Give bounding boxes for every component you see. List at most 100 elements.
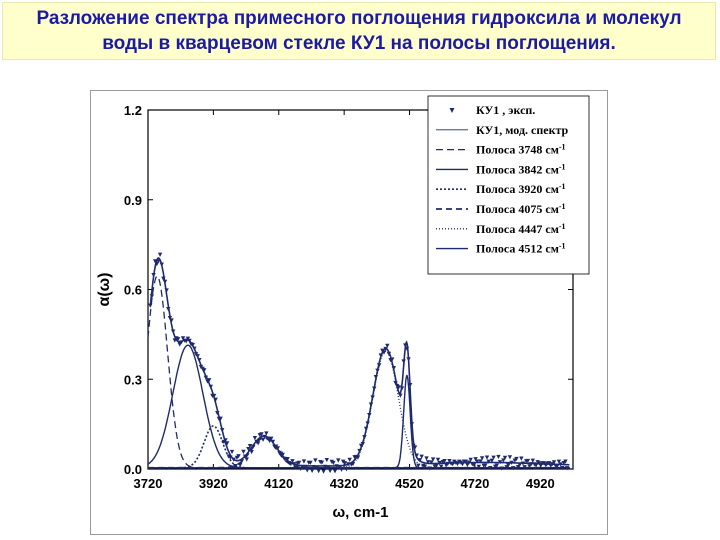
experimental-point bbox=[564, 466, 570, 471]
experimental-point bbox=[357, 448, 362, 454]
x-tick-label: 4120 bbox=[264, 476, 293, 491]
experimental-point bbox=[313, 458, 318, 463]
experimental-point bbox=[166, 306, 171, 312]
experimental-point bbox=[365, 421, 370, 426]
experimental-point bbox=[223, 438, 228, 443]
experimental-point bbox=[269, 436, 274, 441]
band-curve-4512 bbox=[148, 374, 570, 469]
experimental-point bbox=[367, 412, 372, 418]
experimental-point bbox=[246, 446, 251, 452]
experimental-point bbox=[264, 431, 269, 436]
experimental-point bbox=[305, 468, 310, 473]
experimental-point bbox=[497, 460, 503, 465]
experimental-point bbox=[502, 455, 508, 461]
experimental-point bbox=[396, 385, 401, 390]
experimental-point bbox=[211, 393, 217, 399]
experimental-point bbox=[465, 462, 470, 468]
experimental-point bbox=[479, 456, 485, 461]
legend-label: КУ1, мод. спектр bbox=[476, 123, 569, 137]
experimental-point bbox=[159, 262, 164, 267]
experimental-point bbox=[489, 458, 495, 463]
experimental-point bbox=[427, 466, 433, 471]
experimental-point bbox=[409, 422, 415, 427]
experimental-point bbox=[556, 459, 562, 464]
y-tick-label: 0.0 bbox=[124, 462, 142, 477]
experimental-point bbox=[169, 318, 174, 323]
experimental-point bbox=[391, 366, 397, 371]
experimental-point bbox=[239, 459, 245, 464]
y-tick-label: 0.6 bbox=[124, 283, 142, 298]
experimental-point bbox=[375, 368, 380, 373]
band-curve-3748 bbox=[147, 275, 570, 469]
experimental-point bbox=[308, 460, 313, 465]
experimental-point bbox=[275, 446, 280, 451]
experimental-point bbox=[184, 339, 189, 344]
experimental-point bbox=[475, 459, 480, 464]
experimental-point bbox=[376, 363, 382, 368]
experimental-point bbox=[156, 259, 161, 264]
experimental-point bbox=[319, 460, 325, 465]
experimental-point bbox=[262, 434, 267, 439]
legend-label: Полоса 3842 см-1 bbox=[476, 162, 566, 177]
experimental-point bbox=[363, 426, 369, 431]
y-tick-label: 0.9 bbox=[124, 193, 142, 208]
experimental-point bbox=[202, 368, 207, 373]
experimental-point bbox=[195, 354, 200, 359]
legend-superscript: -1 bbox=[559, 221, 566, 230]
experimental-point bbox=[499, 466, 504, 471]
experimental-point bbox=[429, 460, 434, 465]
experimental-point bbox=[288, 461, 294, 467]
experimental-point bbox=[486, 459, 491, 464]
experimental-point bbox=[149, 294, 155, 299]
experimental-point bbox=[509, 460, 514, 465]
experimental-point bbox=[197, 358, 202, 363]
experimental-point bbox=[215, 411, 220, 416]
experimental-point bbox=[527, 464, 532, 469]
experimental-point bbox=[383, 346, 388, 352]
x-tick-label: 3720 bbox=[134, 476, 163, 491]
experimental-point bbox=[417, 458, 423, 463]
experimental-point bbox=[208, 384, 213, 389]
experimental-point bbox=[345, 462, 351, 467]
y-tick-label: 1.2 bbox=[124, 103, 142, 118]
experimental-point bbox=[347, 457, 352, 463]
experimental-point bbox=[187, 338, 192, 343]
experimental-point bbox=[517, 462, 522, 468]
experimental-point bbox=[237, 462, 243, 468]
experimental-point bbox=[324, 457, 330, 463]
experimental-point bbox=[236, 454, 241, 459]
experimental-point bbox=[326, 465, 331, 471]
experimental-point bbox=[355, 455, 361, 460]
experimental-point bbox=[435, 457, 441, 462]
experimental-point bbox=[152, 259, 158, 264]
experimental-point bbox=[260, 437, 266, 442]
experimental-point bbox=[241, 449, 246, 455]
experimental-point bbox=[555, 463, 560, 469]
experimental-point bbox=[309, 468, 315, 474]
experimental-point bbox=[228, 455, 233, 460]
experimental-point bbox=[398, 393, 403, 398]
experimental-point bbox=[563, 459, 568, 464]
experimental-point bbox=[267, 438, 272, 444]
experimental-point bbox=[528, 462, 534, 467]
experimental-point bbox=[494, 463, 500, 468]
experimental-point bbox=[161, 276, 166, 281]
experimental-point bbox=[483, 463, 488, 468]
legend-superscript: -1 bbox=[559, 202, 566, 211]
experimental-point bbox=[301, 459, 307, 464]
experimental-point bbox=[322, 464, 328, 469]
legend-label: Полоса 4075 см-1 bbox=[476, 202, 566, 217]
experimental-point bbox=[381, 350, 387, 355]
experimental-point bbox=[507, 455, 513, 460]
experimental-point bbox=[519, 456, 524, 461]
experimental-point bbox=[455, 461, 460, 467]
experimental-point bbox=[213, 397, 218, 402]
experimental-point bbox=[412, 445, 418, 450]
experimental-point bbox=[229, 449, 235, 455]
experimental-point bbox=[488, 465, 493, 471]
experimental-point bbox=[437, 460, 442, 466]
experimental-point bbox=[360, 441, 365, 447]
experimental-point bbox=[442, 458, 447, 464]
experimental-point bbox=[416, 463, 421, 468]
experimental-point bbox=[439, 464, 444, 469]
